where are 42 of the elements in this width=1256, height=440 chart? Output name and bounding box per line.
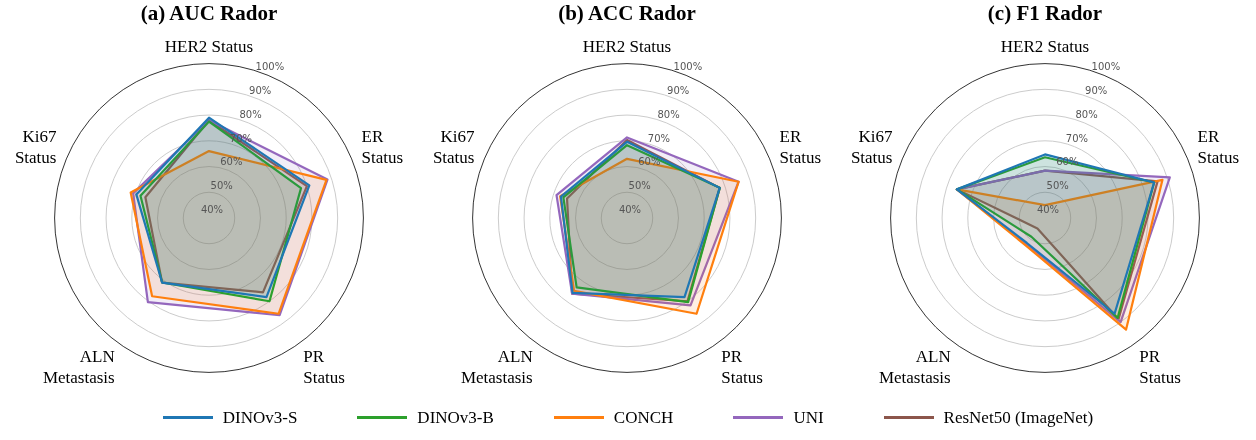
chart-title: (c) F1 Rador: [987, 1, 1103, 26]
y-tick-label: 60%: [220, 156, 243, 168]
chart-title: (a) AUC Rador: [140, 1, 278, 26]
spoke-label: Ki67 Status: [432, 127, 475, 167]
y-tick-label: 100%: [1091, 61, 1121, 73]
spoke-label: Ki67 Status: [14, 127, 57, 167]
spoke-label: PR Status: [303, 347, 345, 387]
spoke-label: ALN Metastasis: [460, 347, 533, 387]
spoke-label: HER2 Status: [164, 36, 254, 56]
legend-label: CONCH: [613, 407, 674, 428]
y-tick-label: 100%: [673, 61, 703, 73]
legend-label: DINOv3-S: [222, 407, 298, 428]
y-tick-label: 50%: [210, 180, 233, 192]
chart-title: (b) ACC Rador: [558, 1, 696, 26]
y-tick-label: 50%: [628, 180, 651, 192]
spoke-label: PR Status: [721, 347, 763, 387]
spoke-label: ALN Metastasis: [878, 347, 951, 387]
y-tick-label: 40%: [1036, 204, 1060, 216]
legend-label: DINOv3-B: [417, 407, 494, 428]
y-tick-label: 40%: [200, 204, 224, 216]
y-tick-label: 80%: [239, 108, 262, 120]
y-tick-label: 40%: [618, 204, 642, 216]
spoke-label: HER2 Status: [1000, 36, 1090, 56]
y-tick-label: 80%: [657, 108, 680, 120]
y-tick-label: 90%: [1085, 84, 1108, 96]
spoke-label: ER Status: [1197, 127, 1240, 167]
spoke-label: ER Status: [779, 127, 822, 167]
spoke-label: HER2 Status: [582, 36, 672, 56]
legend-label: UNI: [793, 407, 824, 428]
spoke-label: ALN Metastasis: [42, 347, 115, 387]
spoke-label: Ki67 Status: [850, 127, 893, 167]
y-tick-label: 90%: [667, 84, 690, 96]
y-tick-label: 70%: [647, 132, 671, 144]
y-tick-label: 60%: [1056, 156, 1079, 168]
spoke-label: ER Status: [361, 127, 404, 167]
y-tick-label: 70%: [1065, 132, 1089, 144]
y-tick-label: 90%: [249, 84, 272, 96]
spoke-label: PR Status: [1139, 347, 1181, 387]
y-tick-label: 100%: [255, 61, 285, 73]
legend-label: ResNet50 (ImageNet): [943, 407, 1094, 428]
y-tick-label: 50%: [1046, 180, 1069, 192]
y-tick-label: 80%: [1075, 108, 1098, 120]
